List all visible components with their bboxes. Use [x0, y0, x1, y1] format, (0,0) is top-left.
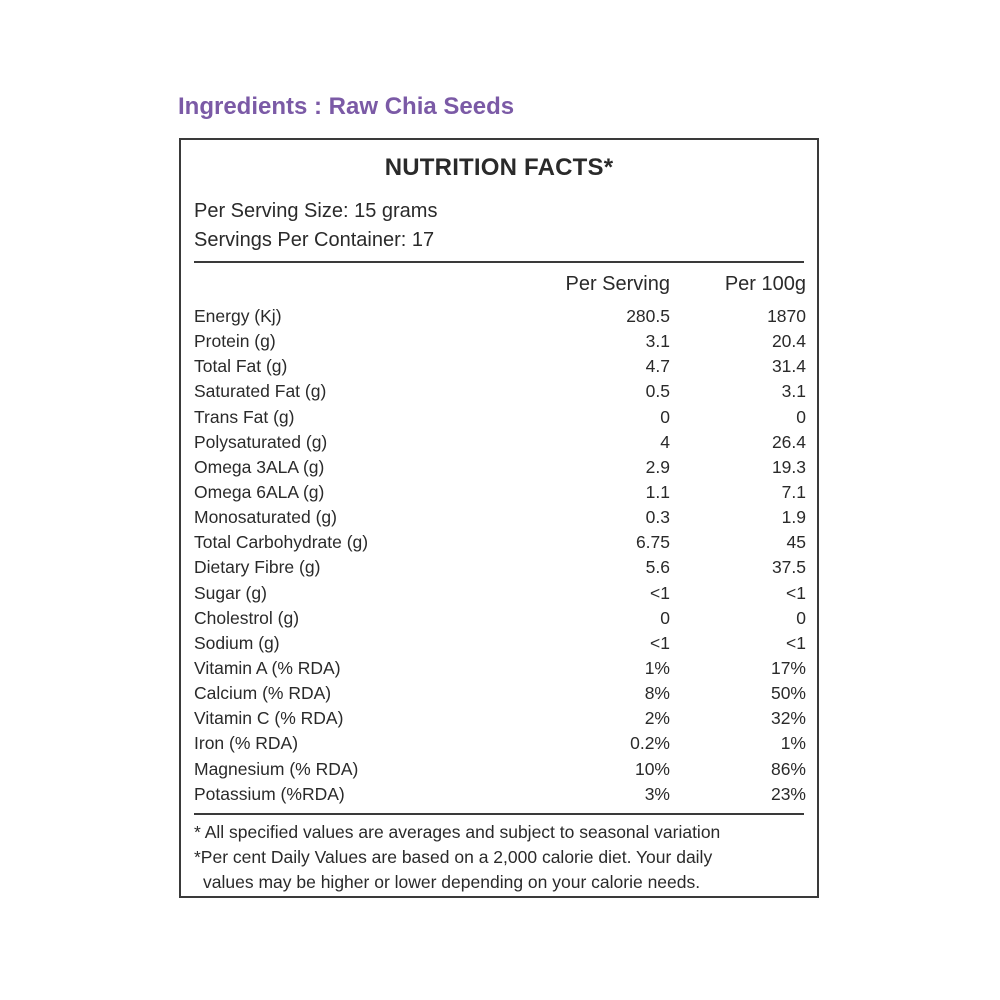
per-serving-value: <1 [650, 632, 670, 653]
per-serving-value: 5.6 [645, 557, 670, 578]
table-row: Saturated Fat (g) 0.5 3.1 [194, 379, 806, 404]
footnotes: * All specified values are averages and … [194, 820, 720, 895]
table-row: Calcium (% RDA) 8% 50% [194, 681, 806, 706]
nutrient-name: Vitamin A (% RDA) [194, 657, 341, 678]
nutrient-name: Saturated Fat (g) [194, 381, 327, 402]
nutrient-name: Trans Fat (g) [194, 406, 295, 427]
per-serving-value: 8% [644, 683, 670, 704]
table-row: Sugar (g) <1 <1 [194, 581, 806, 606]
footnote-daily-values-continued: values may be higher or lower depending … [203, 872, 701, 892]
serving-size: Per Serving Size: 15 grams [194, 200, 438, 222]
nutrient-name: Iron (% RDA) [194, 733, 299, 754]
per-100g-value: 20.4 [771, 331, 806, 352]
table-row: Total Fat (g) 4.7 31.4 [194, 354, 806, 379]
nutrient-table: Energy (Kj) 280.5 1870 Protein (g) 3.1 20.4 To… [194, 304, 806, 807]
table-row: Energy (Kj) 280.5 1870 [194, 304, 806, 329]
per-100g-value: 23% [770, 783, 806, 804]
table-row: Total Carbohydrate (g) 6.75 45 [194, 530, 806, 555]
table-row: Vitamin A (% RDA) 1% 17% [194, 656, 806, 681]
per-serving-value: 4.7 [645, 356, 670, 377]
nutrient-name: Sugar (g) [194, 582, 267, 603]
per-100g-value: 45 [786, 532, 806, 553]
nutrient-name: Cholestrol (g) [194, 607, 300, 628]
nutrition-facts-panel: NUTRITION FACTS* Per Serving Size: 15 gr… [179, 138, 819, 898]
per-serving-value: 2% [644, 708, 670, 729]
per-serving-value: 4 [660, 431, 670, 452]
per-serving-value: 1% [644, 657, 670, 678]
per-serving-value: 1.1 [645, 481, 670, 502]
per-100g-value: <1 [786, 632, 806, 653]
per-100g-value: 26.4 [771, 431, 806, 452]
per-100g-value: 19.3 [771, 456, 806, 477]
nutrient-name: Dietary Fibre (g) [194, 557, 321, 578]
nutrient-name: Polysaturated (g) [194, 431, 328, 452]
per-100g-value: 1.9 [781, 507, 806, 528]
nutrient-name: Sodium (g) [194, 632, 280, 653]
table-row: Polysaturated (g) 4 26.4 [194, 430, 806, 455]
per-serving-value: 2.9 [645, 456, 670, 477]
nutrient-name: Monosaturated (g) [194, 507, 337, 528]
per-serving-value: 280.5 [626, 306, 670, 326]
nutrient-name: Total Carbohydrate (g) [194, 532, 369, 553]
nutrient-name: Energy (Kj) [194, 306, 282, 326]
per-serving-value: 0 [660, 406, 670, 427]
nutrient-name: Magnesium (% RDA) [194, 758, 359, 779]
per-100g-value: 50% [770, 683, 806, 704]
per-serving-value: 0.5 [645, 381, 670, 402]
per-serving-value: 6.75 [635, 532, 670, 553]
nutrient-name: Protein (g) [194, 331, 276, 352]
per-serving-value: 0 [660, 607, 670, 628]
divider-top [194, 261, 804, 263]
nutrient-name: Calcium (% RDA) [194, 683, 332, 704]
nutrient-name: Omega 6ALA (g) [194, 481, 325, 502]
servings-per-container: Servings Per Container: 17 [194, 229, 435, 251]
nutrient-name: Total Fat (g) [194, 356, 288, 377]
table-row: Iron (% RDA) 0.2% 1% [194, 731, 806, 756]
nutrient-name: Potassium (%RDA) [194, 783, 345, 804]
serving-info: Per Serving Size: 15 grams Servings Per … [194, 197, 437, 255]
per-serving-value: 0.2% [630, 733, 670, 754]
table-row: Dietary Fibre (g) 5.6 37.5 [194, 555, 806, 580]
per-100g-value: 3.1 [781, 381, 806, 402]
table-row: Magnesium (% RDA) 10% 86% [194, 757, 806, 782]
table-row: Vitamin C (% RDA) 2% 32% [194, 706, 806, 731]
table-row: Monosaturated (g) 0.3 1.9 [194, 505, 806, 530]
footnote-averages: * All specified values are averages and … [194, 822, 721, 842]
nutrient-name: Omega 3ALA (g) [194, 456, 325, 477]
per-serving-value: 0.3 [645, 507, 670, 528]
table-row: Omega 6ALA (g) 1.1 7.1 [194, 480, 806, 505]
ingredients-heading: Ingredients : Raw Chia Seeds [178, 93, 515, 120]
per-100g-value: 7.1 [781, 481, 806, 502]
column-header-per-serving: Per Serving [565, 273, 671, 295]
per-100g-value: 1870 [767, 306, 806, 326]
per-100g-value: 86% [770, 758, 806, 779]
per-100g-value: 31.4 [771, 356, 806, 377]
per-serving-value: <1 [650, 582, 670, 603]
divider-bottom [194, 813, 804, 815]
table-row: Sodium (g) <1 <1 [194, 631, 806, 656]
table-row: Trans Fat (g) 0 0 [194, 405, 806, 430]
table-row: Cholestrol (g) 0 0 [194, 606, 806, 631]
per-100g-value: 1% [780, 733, 806, 754]
table-row: Protein (g) 3.1 20.4 [194, 329, 806, 354]
nutrient-name: Vitamin C (% RDA) [194, 708, 344, 729]
per-100g-value: 0 [796, 406, 806, 427]
footnote-daily-values: *Per cent Daily Values are based on a 2,… [194, 847, 713, 867]
column-header-per-100g: Per 100g [724, 273, 806, 295]
per-100g-value: 0 [796, 607, 806, 628]
per-100g-value: 32% [770, 708, 806, 729]
per-100g-value: <1 [786, 582, 806, 603]
per-serving-value: 3.1 [645, 331, 670, 352]
per-serving-value: 10% [634, 758, 670, 779]
panel-title: NUTRITION FACTS* [384, 154, 614, 181]
per-100g-value: 17% [770, 657, 806, 678]
per-100g-value: 37.5 [771, 557, 806, 578]
per-serving-value: 3% [644, 783, 670, 804]
table-row: Potassium (%RDA) 3% 23% [194, 782, 806, 807]
table-row: Omega 3ALA (g) 2.9 19.3 [194, 455, 806, 480]
